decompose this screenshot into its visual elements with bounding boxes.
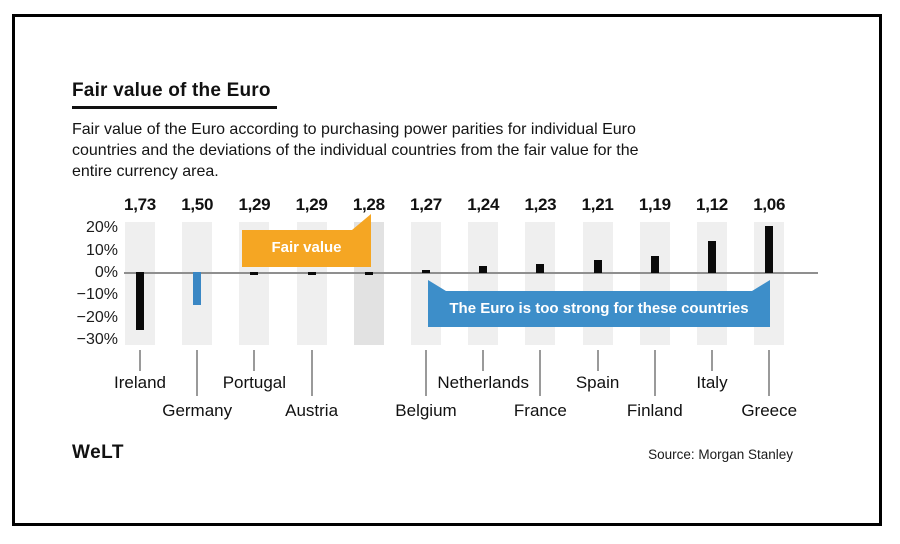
column-stripe — [582, 222, 613, 345]
country-label: Italy — [696, 373, 728, 392]
country-label: Portugal — [222, 373, 287, 392]
ppp-value-label: 1,24 — [467, 195, 500, 214]
ppp-value-label: 1,06 — [753, 195, 786, 214]
y-axis-tick-label: 20% — [85, 219, 118, 237]
country-tick — [196, 350, 199, 396]
deviation-bar — [422, 270, 430, 273]
country-tick — [253, 350, 256, 371]
country-tick — [711, 350, 713, 371]
source-credit: Source: Morgan Stanley — [648, 447, 793, 462]
ppp-value-label: 1,73 — [124, 195, 156, 214]
y-axis-tick-label: −30% — [76, 331, 118, 349]
too-strong-callout-label: The Euro is too strong for these countri… — [449, 300, 749, 317]
country-tick — [425, 350, 427, 396]
country-label: Greece — [741, 401, 798, 420]
chart-title: Fair value of the Euro — [72, 80, 271, 101]
ppp-value-label: 1,29 — [238, 195, 271, 214]
chart-subtitle-line: entire currency area. — [72, 163, 219, 180]
zero-axis-line — [124, 272, 818, 274]
deviation-bar — [193, 272, 202, 305]
column-stripe — [639, 222, 670, 345]
country-tick — [653, 350, 656, 396]
ppp-value-label: 1,19 — [638, 195, 671, 214]
chart-subtitle-line: countries and the deviations of the indi… — [72, 142, 639, 159]
outer-frame — [12, 14, 882, 526]
chart-subtitle-line: Fair value of the Euro according to purc… — [72, 121, 636, 138]
fair-value-callout-label: Fair value — [271, 239, 342, 256]
country-label: Austria — [285, 401, 339, 420]
deviation-bar — [307, 272, 316, 275]
deviation-bar — [364, 272, 373, 275]
country-label: France — [513, 401, 567, 420]
ppp-value-label: 1,29 — [295, 195, 328, 214]
country-label: Finland — [626, 401, 683, 420]
country-tick — [139, 350, 141, 371]
country-tick — [310, 350, 313, 396]
deviation-bar — [536, 264, 545, 273]
column-stripe — [468, 222, 499, 345]
deviation-bar — [136, 272, 144, 330]
column-stripe — [411, 222, 441, 345]
country-label: Belgium — [395, 401, 457, 420]
deviation-bar — [708, 241, 716, 273]
country-tick — [539, 350, 542, 396]
country-tick — [768, 350, 771, 396]
y-axis-tick-label: 10% — [85, 241, 118, 259]
deviation-bar — [593, 260, 602, 273]
y-axis-tick-label: −20% — [76, 308, 118, 326]
deviation-bar — [765, 226, 774, 273]
country-label: Netherlands — [437, 373, 530, 392]
deviation-bar — [650, 256, 659, 273]
welt-logo: WeLT — [72, 442, 124, 463]
deviation-bar — [250, 272, 259, 275]
title-underline — [72, 106, 277, 109]
ppp-value-label: 1,21 — [581, 195, 614, 214]
y-axis-tick-label: 0% — [94, 264, 118, 281]
country-tick — [596, 350, 599, 371]
country-label: Germany — [162, 401, 233, 420]
ppp-value-label: 1,50 — [181, 195, 214, 214]
country-label: Ireland — [114, 373, 166, 392]
ppp-value-label: 1,23 — [524, 195, 557, 214]
column-stripe — [525, 222, 556, 345]
ppp-value-label: 1,28 — [352, 195, 385, 214]
deviation-bar — [479, 266, 488, 273]
y-axis-tick-label: −10% — [76, 286, 118, 304]
ppp-value-label: 1,27 — [410, 195, 442, 214]
ppp-value-label: 1,12 — [696, 195, 728, 214]
country-label: Spain — [575, 373, 620, 392]
country-tick — [482, 350, 485, 371]
